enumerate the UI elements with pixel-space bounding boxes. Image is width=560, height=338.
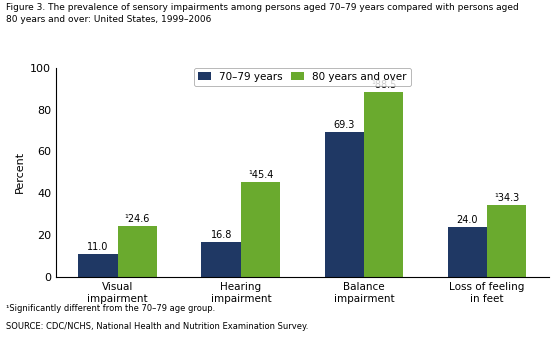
Y-axis label: Percent: Percent	[15, 151, 25, 193]
Text: ¹34.3: ¹34.3	[494, 193, 519, 203]
Text: SOURCE: CDC/NCHS, National Health and Nutrition Examination Survey.: SOURCE: CDC/NCHS, National Health and Nu…	[6, 322, 308, 331]
Bar	[241, 182, 280, 277]
Text: 69.3: 69.3	[334, 120, 355, 130]
Text: ¹24.6: ¹24.6	[125, 214, 150, 223]
Text: 11.0: 11.0	[87, 242, 109, 252]
Text: Figure 3. The prevalence of sensory impairments among persons aged 70–79 years c: Figure 3. The prevalence of sensory impa…	[6, 3, 519, 24]
Bar	[118, 225, 157, 277]
Text: 16.8: 16.8	[211, 230, 232, 240]
Text: ¹Significantly different from the 70–79 age group.: ¹Significantly different from the 70–79 …	[6, 304, 215, 313]
Text: ¹45.4: ¹45.4	[248, 170, 273, 180]
Text: ¹88.5: ¹88.5	[371, 80, 396, 90]
Bar	[78, 254, 118, 277]
Bar	[364, 92, 403, 277]
Text: 24.0: 24.0	[456, 215, 478, 225]
Legend: 70–79 years, 80 years and over: 70–79 years, 80 years and over	[194, 68, 410, 86]
Bar	[325, 132, 364, 277]
Bar	[487, 205, 526, 277]
Bar	[202, 242, 241, 277]
Bar	[447, 227, 487, 277]
